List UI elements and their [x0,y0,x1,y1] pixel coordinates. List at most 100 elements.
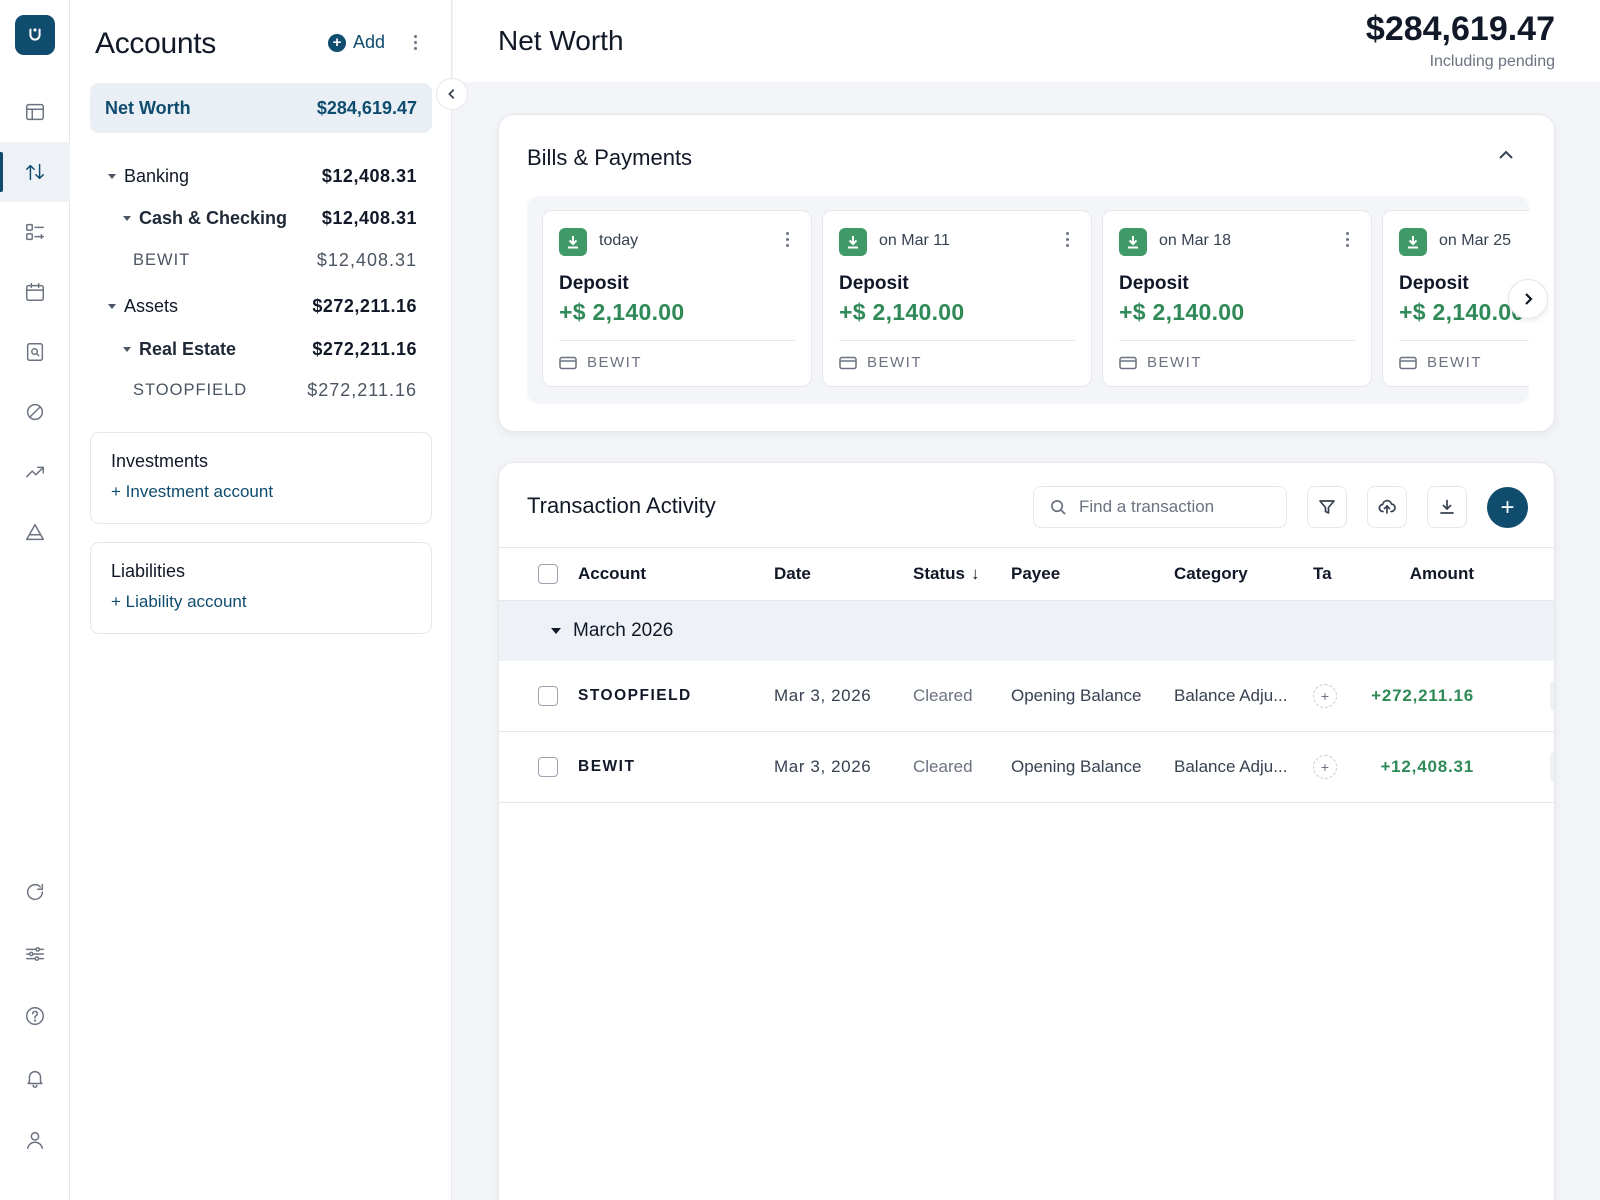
rail-blocked-icon[interactable] [0,382,70,442]
rail-user-icon[interactable] [0,1110,70,1170]
table-row[interactable]: BEWIT Mar 3, 2026 Cleared Opening Balanc… [499,732,1554,803]
rail-trend-icon[interactable] [0,442,70,502]
rail-sliders-icon[interactable] [0,924,70,984]
net-worth-item[interactable]: Net Worth $284,619.47 [90,83,432,133]
chevron-left-icon [448,89,455,99]
rail-triangle-icon[interactable] [0,502,70,562]
rail-checklist-icon[interactable] [0,202,70,262]
liabilities-card: Liabilities + Liability account [90,542,432,634]
add-transaction-button[interactable]: + [1487,487,1528,528]
add-tag-button[interactable]: + [1313,684,1337,708]
month-group-row[interactable]: March 2026 [499,601,1554,661]
column-date[interactable]: Date [774,564,811,583]
caret-down-icon[interactable] [123,215,131,221]
rail-help-icon[interactable] [0,986,70,1046]
search-input[interactable] [1079,497,1269,517]
table-row[interactable]: STOOPFIELD Mar 3, 2026 Cleared Opening B… [499,661,1554,732]
collapse-bills-button[interactable] [1496,145,1516,165]
card-icon [1119,356,1137,369]
bill-more-icon[interactable] [1066,232,1069,247]
caret-down-icon[interactable] [108,303,116,309]
caret-down-icon[interactable] [108,173,116,179]
bill-card[interactable]: on Mar 25 Deposit +$ 2,140.00 BEWIT [1382,210,1529,387]
row-actions-handle[interactable] [1550,681,1554,711]
rail-calendar-icon[interactable] [0,262,70,322]
transaction-activity-panel: Transaction Activity + Account Date Stat… [498,462,1555,1200]
deposit-icon [839,228,867,256]
row-status[interactable]: Cleared [913,686,973,705]
row-payee: Opening Balance [1011,686,1142,705]
sidebar-more-icon[interactable] [405,30,425,54]
column-payee[interactable]: Payee [1011,564,1061,583]
rail-dashboard-icon[interactable] [0,82,70,142]
add-account-button[interactable]: + Add [327,32,385,53]
bill-more-icon[interactable] [786,232,789,247]
card-icon [1399,356,1417,369]
filter-button[interactable] [1307,486,1347,528]
row-account: STOOPFIELD [578,687,692,704]
filter-icon [1319,500,1335,514]
rail-report-search-icon[interactable] [0,322,70,382]
bill-date: on Mar 18 [1159,232,1232,249]
select-all-checkbox[interactable] [538,564,558,584]
row-category: Balance Adju... [1174,757,1288,776]
tree-amount: $272,211.16 [312,338,417,359]
tree-label: Assets [124,295,179,316]
rail-transactions-icon[interactable] [0,142,70,202]
net-worth-subtitle: Including pending [1429,53,1555,70]
tree-group-assets[interactable]: Assets $272,211.16 [90,288,432,324]
main-header: Net Worth $284,619.47 Including pending [453,0,1600,82]
tree-group-real-estate[interactable]: Real Estate $272,211.16 [90,331,432,367]
row-actions-handle[interactable] [1550,752,1554,782]
caret-down-icon[interactable] [551,628,561,634]
row-checkbox[interactable] [538,757,558,777]
bill-date: on Mar 11 [879,232,950,249]
plus-icon: + [1500,493,1515,521]
liabilities-title: Liabilities [111,561,186,581]
app-logo[interactable] [15,15,55,55]
search-icon [1051,499,1066,515]
bill-date: on Mar 25 [1439,232,1512,249]
transactions-title: Transaction Activity [527,493,716,518]
column-category[interactable]: Category [1174,564,1248,583]
column-tags[interactable]: Ta [1313,564,1332,583]
row-checkbox[interactable] [538,686,558,706]
column-status[interactable]: Status ↓ [913,564,980,583]
bill-title: Deposit [839,273,909,294]
tree-group-banking[interactable]: Banking $12,408.31 [90,158,432,194]
bills-next-button[interactable] [1508,279,1548,319]
card-icon [839,356,857,369]
add-liability-account-link[interactable]: + Liability account [111,592,247,611]
bill-card[interactable]: on Mar 11 Deposit +$ 2,140.00 BEWIT [822,210,1092,387]
chevron-right-icon [1525,293,1533,305]
bill-card[interactable]: on Mar 18 Deposit +$ 2,140.00 BEWIT [1102,210,1372,387]
deposit-icon [1119,228,1147,256]
bill-date: today [599,232,639,249]
caret-down-icon[interactable] [123,346,131,352]
tree-group-cash-checking[interactable]: Cash & Checking $12,408.31 [90,200,432,236]
bill-card[interactable]: today Deposit +$ 2,140.00 BEWIT [542,210,812,387]
select-all-checkbox-cell [538,548,558,600]
download-button[interactable] [1427,486,1467,528]
plus-circle-icon: + [327,33,346,52]
collapse-sidebar-button[interactable] [436,78,468,110]
rail-refresh-icon[interactable] [0,862,70,922]
bill-more-icon[interactable] [1346,232,1349,247]
row-category: Balance Adju... [1174,686,1288,705]
column-account[interactable]: Account [578,564,646,583]
upload-button[interactable] [1367,486,1407,528]
tree-account-stoopfield[interactable]: STOOPFIELD $272,211.16 [90,372,432,408]
column-amount[interactable]: Amount [1409,564,1474,583]
bill-amount: +$ 2,140.00 [839,299,965,325]
add-tag-button[interactable]: + [1313,755,1337,779]
row-amount: +272,211.16 [1371,686,1474,705]
rail-bell-icon[interactable] [0,1048,70,1108]
tree-account-bewit[interactable]: BEWIT $12,408.31 [90,242,432,278]
tree-amount: $12,408.31 [321,165,417,186]
row-status[interactable]: Cleared [913,757,973,776]
bill-account: BEWIT [1119,354,1202,371]
add-investment-account-link[interactable]: + Investment account [111,482,274,501]
bills-title: Bills & Payments [527,145,693,170]
row-payee: Opening Balance [1011,757,1142,776]
cloud-upload-icon [1378,499,1396,514]
